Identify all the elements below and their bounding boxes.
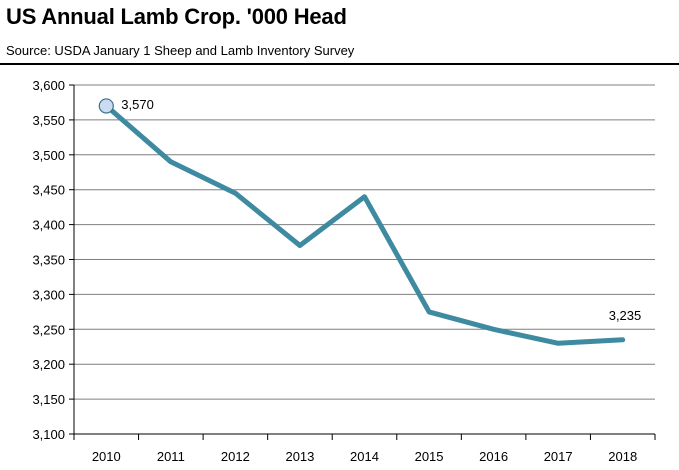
x-tick-label: 2014 bbox=[350, 449, 379, 464]
x-tick-label: 2012 bbox=[221, 449, 250, 464]
y-tick-label: 3,400 bbox=[32, 218, 65, 233]
series-line bbox=[103, 103, 626, 346]
data-point-marker bbox=[98, 98, 114, 114]
x-tick-label: 2013 bbox=[285, 449, 314, 464]
y-tick-label: 3,250 bbox=[32, 322, 65, 337]
y-tick-label: 3,100 bbox=[32, 427, 65, 442]
y-tick-label: 3,350 bbox=[32, 253, 65, 268]
x-tick-label: 2018 bbox=[608, 449, 637, 464]
x-tick-label: 2015 bbox=[415, 449, 444, 464]
chart-title: US Annual Lamb Crop. '000 Head bbox=[6, 4, 347, 29]
chart-subtitle: Source: USDA January 1 Sheep and Lamb In… bbox=[6, 43, 355, 58]
y-axis-ticks: 3,100 3,150 3,200 3,250 3,300 3,350 3,400 3,450… bbox=[32, 78, 74, 442]
x-axis-ticks: 2010 2011 2012 2013 2014 2015 2016 2017 2018 bbox=[73, 434, 656, 464]
x-tick-label: 2011 bbox=[157, 449, 185, 464]
x-tick-label: 2017 bbox=[544, 449, 573, 464]
y-tick-label: 3,550 bbox=[32, 113, 65, 128]
data-label: 3,570 bbox=[121, 97, 154, 112]
y-tick-label: 3,450 bbox=[32, 183, 65, 198]
x-tick-label: 2010 bbox=[92, 449, 121, 464]
y-tick-label: 3,300 bbox=[32, 287, 65, 302]
title-divider bbox=[0, 63, 679, 65]
y-tick-label: 3,150 bbox=[32, 392, 65, 407]
data-labels: 3,570 3,235 bbox=[121, 97, 641, 323]
y-tick-label: 3,500 bbox=[32, 148, 65, 163]
x-tick-label: 2016 bbox=[479, 449, 508, 464]
y-tick-label: 3,600 bbox=[32, 78, 65, 93]
data-label: 3,235 bbox=[609, 308, 642, 323]
y-tick-label: 3,200 bbox=[32, 357, 65, 372]
gridlines bbox=[74, 84, 655, 435]
series-lamb-crop bbox=[98, 98, 626, 346]
